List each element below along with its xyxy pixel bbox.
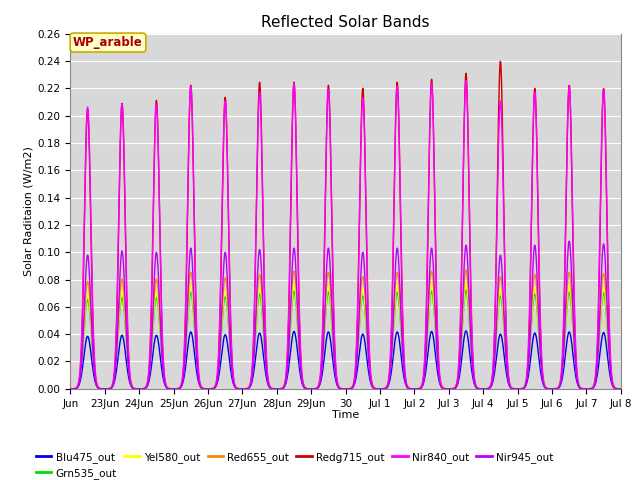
Legend: Blu475_out, Grn535_out, Yel580_out, Red655_out, Redg715_out, Nir840_out, Nir945_: Blu475_out, Grn535_out, Yel580_out, Red6… bbox=[31, 448, 557, 480]
Y-axis label: Solar Raditaion (W/m2): Solar Raditaion (W/m2) bbox=[24, 146, 33, 276]
Text: WP_arable: WP_arable bbox=[73, 36, 143, 49]
Title: Reflected Solar Bands: Reflected Solar Bands bbox=[261, 15, 430, 30]
X-axis label: Time: Time bbox=[332, 410, 359, 420]
